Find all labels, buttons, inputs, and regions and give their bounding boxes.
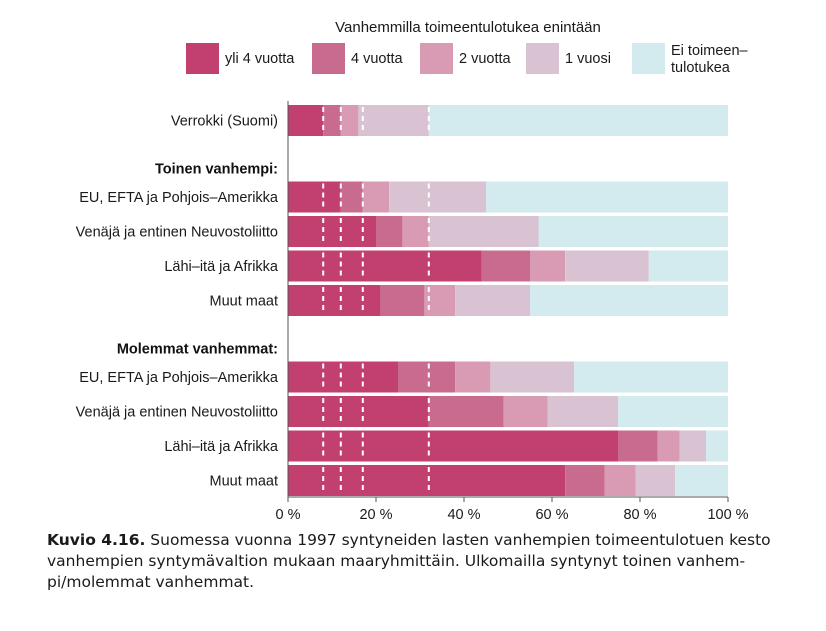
bar-segment: [675, 465, 728, 496]
legend-swatch: [632, 43, 665, 74]
bar-segment: [648, 250, 728, 282]
caption-text: Suomessa vuonna 1997 syntyneiden lasten …: [47, 531, 771, 591]
bar-segment: [288, 181, 341, 213]
bar-segment: [398, 361, 456, 393]
bar-segment: [604, 465, 636, 496]
bar-segment: [679, 430, 706, 462]
row-label: Venäjä ja entinen Neuvostoliitto: [76, 405, 278, 421]
legend-swatch: [186, 43, 219, 74]
bar-segment: [565, 465, 605, 496]
bar-segment: [288, 216, 376, 247]
bar-segment: [288, 465, 566, 496]
bar-segment: [565, 250, 649, 282]
bar-segment: [428, 216, 539, 247]
bar-segment: [288, 285, 381, 316]
bar-segment: [481, 250, 530, 282]
bar-segment: [428, 396, 504, 427]
bar-segment: [376, 216, 403, 247]
bar-segment: [618, 430, 658, 462]
bar-segment: [389, 181, 486, 213]
bar-segment: [538, 216, 728, 247]
legend-label: 1 vuosi: [565, 51, 611, 67]
x-tick-label: 40 %: [447, 507, 480, 520]
legend-label: 4 vuotta: [351, 51, 404, 67]
x-tick-label: 20 %: [359, 507, 392, 520]
bar-segment: [530, 285, 728, 316]
legend-label: yli 4 vuotta: [225, 51, 295, 67]
bar-segment: [380, 285, 425, 316]
bar-segment: [402, 216, 429, 247]
bar-segment: [323, 105, 341, 136]
legend-swatch: [312, 43, 345, 74]
bar-segment: [288, 361, 398, 393]
bar-segment: [706, 430, 728, 462]
bar-segment: [618, 396, 728, 427]
row-label: EU, EFTA ja Pohjois–Amerikka: [79, 190, 279, 206]
legend-label: Ei toimeen– tulotukea: [671, 43, 749, 76]
group-header: Toinen vanhempi:: [155, 162, 278, 178]
bar-segment: [547, 396, 618, 427]
stacked-bar-chart: Vanhemmilla toimeentulotukea enintään yli…: [76, 19, 749, 520]
bar-segment: [340, 181, 363, 213]
row-label: Lähi–itä ja Afrikka: [164, 259, 279, 275]
bar-segment: [340, 105, 359, 136]
bar-segment: [657, 430, 680, 462]
figure-caption: Kuvio 4.16. Suomessa vuonna 1997 syntyne…: [47, 530, 787, 593]
row-label: EU, EFTA ja Pohjois–Amerikka: [79, 370, 279, 386]
bar-segment: [486, 181, 728, 213]
bar-segment: [455, 285, 530, 316]
bar-segment: [288, 105, 324, 136]
bar-segment: [490, 361, 574, 393]
legend-swatch: [526, 43, 559, 74]
row-label: Lähi–itä ja Afrikka: [164, 439, 279, 455]
bar-segment: [635, 465, 676, 496]
bar-segment: [288, 430, 618, 462]
x-tick-label: 100 %: [707, 507, 748, 520]
x-tick-label: 0 %: [276, 507, 301, 520]
x-tick-label: 60 %: [535, 507, 568, 520]
bar-segment: [530, 250, 566, 282]
legend-swatch: [420, 43, 453, 74]
row-label: Muut maat: [210, 294, 279, 310]
legend-label: 2 vuotta: [459, 51, 512, 67]
bar-segment: [428, 105, 728, 136]
bar-segment: [455, 361, 491, 393]
legend-title: Vanhemmilla toimeentulotukea enintään: [335, 19, 601, 36]
bar-segment: [574, 361, 728, 393]
x-tick-label: 80 %: [623, 507, 656, 520]
bar-segment: [288, 250, 482, 282]
bar-segment: [358, 105, 429, 136]
row-label: Venäjä ja entinen Neuvostoliitto: [76, 225, 278, 241]
bar-segment: [503, 396, 548, 427]
row-label: Muut maat: [210, 474, 279, 490]
row-label: Verrokki (Suomi): [171, 114, 278, 130]
caption-label: Kuvio 4.16.: [47, 531, 146, 549]
bar-segment: [288, 396, 429, 427]
group-header: Molemmat vanhemmat:: [117, 342, 278, 358]
bar-segment: [362, 181, 390, 213]
